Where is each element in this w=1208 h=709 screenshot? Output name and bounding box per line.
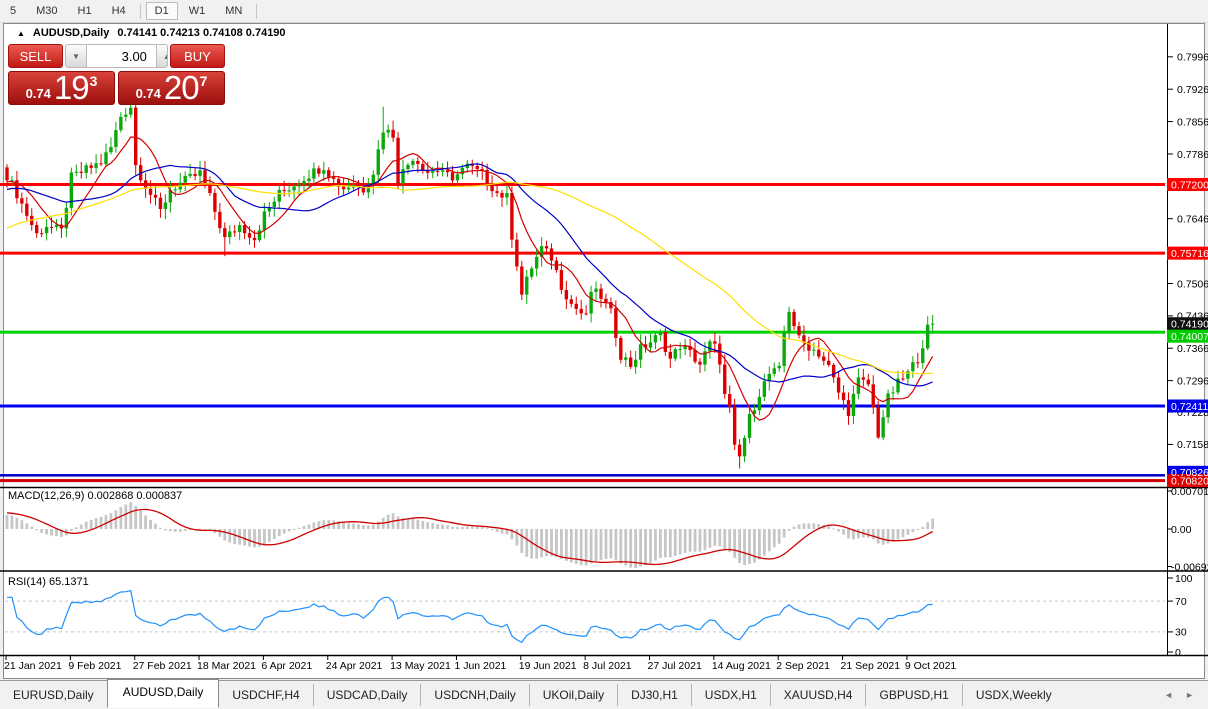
tabs-scroll-right-icon[interactable]: ► [1185, 690, 1194, 700]
svg-text:27 Feb 2021: 27 Feb 2021 [133, 660, 192, 672]
svg-text:0: 0 [1175, 647, 1181, 659]
candles-layer [5, 98, 935, 469]
chart-tab-bar: EURUSD,Daily AUDUSD,Daily USDCHF,H4 USDC… [0, 679, 1208, 709]
tab-usdcad-daily[interactable]: USDCAD,Daily [312, 684, 421, 706]
buy-button[interactable]: BUY [170, 44, 225, 68]
sell-price-display[interactable]: 0.74 19 3 [8, 71, 115, 105]
svg-text:2 Sep 2021: 2 Sep 2021 [776, 660, 830, 672]
tabs-scroll-left-icon[interactable]: ◄ [1164, 690, 1174, 700]
svg-text:100: 100 [1175, 573, 1193, 585]
rsi-line [6, 589, 933, 644]
tab-eurusd-daily[interactable]: EURUSD,Daily [13, 688, 94, 702]
svg-text:19 Jun 2021: 19 Jun 2021 [519, 660, 577, 672]
tab-usdchf-h4[interactable]: USDCHF,H4 [232, 688, 300, 702]
svg-text:0.75716: 0.75716 [1171, 248, 1208, 260]
svg-text:27 Jul 2021: 27 Jul 2021 [648, 660, 702, 672]
svg-text:9 Feb 2021: 9 Feb 2021 [68, 660, 121, 672]
tab-ukoil-daily[interactable]: UKOil,Daily [528, 684, 617, 706]
ask-price-big: 20 [163, 69, 200, 106]
tab-gbpusd-h1[interactable]: GBPUSD,H1 [865, 684, 961, 706]
macd-indicator-label: MACD(12,26,9) 0.002868 0.000837 [8, 490, 183, 502]
sell-button[interactable]: SELL [8, 44, 63, 68]
ma-slow-line [6, 181, 933, 375]
ask-price-sup: 7 [199, 73, 208, 89]
chart-title-row: ▲ AUDUSD,Daily 0.74141 0.74213 0.74108 0… [17, 27, 286, 39]
svg-text:0.70820: 0.70820 [1171, 475, 1208, 487]
buy-price-display[interactable]: 0.74 20 7 [118, 71, 225, 105]
rsi-indicator-label: RSI(14) 65.1371 [8, 576, 89, 588]
ask-price-prefix: 0.74 [135, 85, 161, 101]
bid-price-prefix: 0.74 [25, 85, 51, 101]
timeframe-mn[interactable]: MN [216, 2, 251, 20]
tab-dj30-h1[interactable]: DJ30,H1 [617, 684, 691, 706]
lot-size-group: ▼ ▲ [65, 44, 168, 68]
toolbar-separator [139, 3, 141, 19]
timeframe-h4[interactable]: H4 [103, 2, 135, 20]
chart-symbol-title: AUDUSD,Daily [32, 27, 110, 39]
timeframe-h1[interactable]: H1 [69, 2, 101, 20]
bid-price-big: 19 [53, 69, 90, 106]
tab-usdx-h1[interactable]: USDX,H1 [690, 684, 770, 706]
svg-text:0.70826: 0.70826 [1171, 467, 1208, 479]
svg-text:24 Apr 2021: 24 Apr 2021 [326, 660, 383, 672]
tab-usdx-weekly[interactable]: USDX,Weekly [961, 684, 1065, 706]
svg-text:30: 30 [1175, 627, 1187, 639]
svg-text:14 Aug 2021: 14 Aug 2021 [712, 660, 771, 672]
timeframe-w1[interactable]: W1 [180, 2, 215, 20]
ma-fast-line [6, 136, 934, 421]
macd-signal-line [6, 508, 933, 566]
svg-text:0.007015: 0.007015 [1171, 486, 1208, 498]
down-arrow-icon: ▼ [72, 51, 80, 61]
svg-text:13 May 2021: 13 May 2021 [390, 660, 451, 672]
svg-text:0.77200: 0.77200 [1171, 179, 1208, 191]
toolbar-separator [256, 3, 258, 19]
lot-decrease-button[interactable]: ▼ [66, 45, 87, 67]
svg-text:0.74190: 0.74190 [1171, 319, 1208, 331]
time-axis [5, 656, 908, 660]
svg-text:21 Jan 2021: 21 Jan 2021 [4, 660, 62, 672]
svg-text:1 Jun 2021: 1 Jun 2021 [454, 660, 506, 672]
tab-usdcnh-daily[interactable]: USDCNH,Daily [420, 684, 528, 706]
trade-panel-collapse-icon[interactable]: ▲ [17, 28, 25, 38]
timeframe-toolbar: 5 M30 H1 H4 D1 W1 MN [0, 0, 1208, 23]
chart-ohlc-values: 0.74141 0.74213 0.74108 0.74190 [117, 27, 286, 39]
bid-price-sup: 3 [89, 73, 98, 89]
svg-text:9 Oct 2021: 9 Oct 2021 [905, 660, 957, 672]
tab-xauusd-h4[interactable]: XAUUSD,H4 [769, 684, 866, 706]
up-arrow-icon: ▲ [163, 52, 167, 61]
svg-text:18 Mar 2021: 18 Mar 2021 [197, 660, 256, 672]
svg-text:0.74007: 0.74007 [1171, 331, 1208, 343]
timeframe-d1[interactable]: D1 [145, 2, 178, 20]
one-click-trading-panel: SELL ▼ ▲ BUY 0.74 19 3 0.74 20 7 [8, 44, 225, 105]
svg-text:70: 70 [1175, 596, 1187, 608]
svg-text:21 Sep 2021: 21 Sep 2021 [841, 660, 901, 672]
lot-increase-button[interactable]: ▲ [155, 45, 167, 67]
svg-text:6 Apr 2021: 6 Apr 2021 [261, 660, 312, 672]
svg-text:0.72411: 0.72411 [1171, 401, 1208, 413]
svg-text:-0.006923: -0.006923 [1171, 561, 1208, 573]
ma-mid-line [6, 163, 933, 387]
tab-audusd-daily[interactable]: AUDUSD,Daily [106, 679, 220, 708]
timeframe-m30[interactable]: M30 [27, 2, 66, 20]
svg-text:0.00: 0.00 [1171, 524, 1192, 536]
lot-size-input[interactable] [86, 45, 156, 67]
price-axis-badges [1167, 177, 1208, 488]
timeframe-m5[interactable]: 5 [1, 2, 25, 20]
svg-text:8 Jul 2021: 8 Jul 2021 [583, 660, 632, 672]
macd-histogram [5, 502, 935, 568]
